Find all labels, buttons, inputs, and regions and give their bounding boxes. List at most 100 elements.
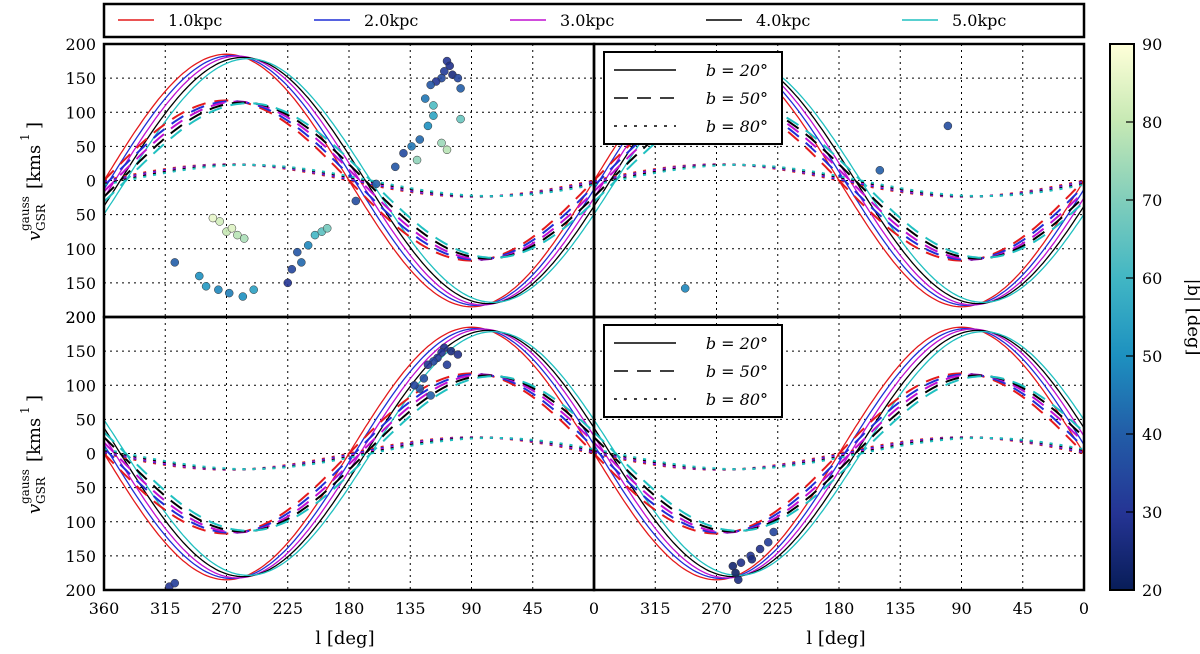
scatter-point [310, 230, 320, 240]
colorbar: 90 80 70 60 50 40 30 20 |b| [deg] [1109, 35, 1200, 600]
scatter-point [423, 360, 433, 370]
scatter-point [442, 145, 452, 155]
model-curve-1.0kpc-b50 [104, 372, 594, 535]
scatter-point [208, 213, 218, 223]
y-tick-label: 100 [65, 240, 96, 259]
panel-frames [102, 42, 1086, 592]
y-label-units-sup: 1 [18, 406, 32, 414]
y-tick-label: 50 [76, 137, 96, 156]
colorbar-gradient [1109, 43, 1135, 591]
y-tick-labels-top: 200 150 100 50 0 50 100 150 200 [65, 35, 96, 327]
colorbar-label: |b| [deg] [1183, 278, 1200, 355]
panel-top-right [594, 44, 1084, 317]
lat-legend-label: b = 50° [706, 362, 768, 381]
model-curve-2.0kpc-b50 [104, 100, 594, 261]
scatter-point [680, 284, 690, 293]
model-curve-1.0kpc-b50 [104, 99, 594, 262]
y-label-units: [kms [24, 418, 45, 462]
x-tick-label: 315 [150, 599, 181, 618]
y-tick-label: 200 [65, 581, 96, 600]
x-tick-label: 180 [824, 599, 855, 618]
y-tick-label: 200 [65, 308, 96, 327]
colorbar-tick-label: 20 [1142, 581, 1162, 600]
model-curve-5.0kpc-b80 [104, 436, 594, 471]
scatter-point [437, 138, 446, 148]
scatter-point [283, 278, 292, 288]
model-curve-2.0kpc-b20 [594, 327, 1084, 580]
model-curve-2.0kpc-b50 [594, 373, 1084, 534]
model-curve-5.0kpc-b80 [594, 436, 1084, 471]
frame-bottom-right [592, 315, 1086, 592]
y-label-main: v [24, 231, 45, 241]
lat-legend-label: b = 20° [706, 61, 768, 80]
scatter-point [407, 142, 416, 151]
y-label-units-sup: 1 [18, 133, 32, 141]
scatter-point [224, 288, 234, 298]
scatter-point [453, 350, 463, 359]
model-curve-3.0kpc-b20 [104, 55, 594, 306]
x-tick-label: 270 [701, 599, 732, 618]
model-curve-5.0kpc-b80 [594, 163, 1084, 198]
model-curve-5.0kpc-b50 [104, 102, 594, 259]
scatter-point [423, 121, 433, 131]
latitude-legend-top: b = 20° b = 50° b = 80° [603, 51, 783, 145]
x-tick-label: 360 [89, 599, 120, 618]
scatter-point [445, 61, 454, 71]
panel-top-left [104, 44, 594, 317]
x-tick-label: 45 [1013, 599, 1033, 618]
lat-legend-label: b = 20° [706, 334, 768, 353]
x-tick-label: 135 [885, 599, 916, 618]
y-tick-label: 50 [76, 410, 96, 429]
legend-label-3.0kpc: 3.0kpc [560, 11, 614, 30]
model-curve-3.0kpc-b50 [594, 373, 1084, 534]
model-curve-2.0kpc-b20 [104, 327, 594, 580]
scatter-point [426, 80, 435, 90]
scatter-point [249, 285, 258, 294]
y-tick-label: 200 [65, 308, 96, 327]
scatter-point [410, 381, 419, 390]
scatter-point [415, 135, 425, 144]
model-curve-5.0kpc-b20 [104, 58, 594, 303]
scatter-point [238, 292, 248, 301]
colorbar-tick-label: 40 [1142, 425, 1162, 444]
y-tick-label: 50 [76, 479, 96, 498]
scatter-point [426, 391, 435, 400]
y-label-main: v [24, 504, 45, 514]
lat-legend-label: b = 80° [706, 117, 768, 136]
model-curve-5.0kpc-b50 [594, 102, 1084, 259]
scatter-point [747, 555, 757, 564]
scatter-point [233, 230, 242, 240]
y-axis-label-bottom: v GSR gauss [kms 1 ] [18, 395, 48, 514]
scatter-point [391, 162, 400, 172]
x-tick-label: 225 [762, 599, 793, 618]
legend-label-2.0kpc: 2.0kpc [364, 11, 418, 30]
scatter-point [170, 578, 180, 588]
y-label-sub: GSR [34, 476, 48, 504]
model-curve-3.0kpc-b20 [104, 328, 594, 579]
legend-label-5.0kpc: 5.0kpc [952, 11, 1006, 30]
y-label-close: ] [24, 395, 45, 402]
model-curve-1.0kpc-b50 [594, 99, 1084, 262]
x-tick-label: 180 [334, 599, 365, 618]
legend-label-1.0kpc: 1.0kpc [168, 11, 222, 30]
x-tick-labels-left: 360 315 270 225 180 135 90 45 0 [89, 599, 599, 618]
scatter-point [195, 271, 204, 281]
y-tick-label: 0 [86, 172, 96, 191]
scatter-point [293, 247, 302, 257]
y-tick-label: 150 [65, 274, 96, 293]
x-tick-label: 135 [395, 599, 426, 618]
panel-bottom-right [594, 317, 1084, 590]
scatter-point [456, 114, 465, 124]
scatter-point [456, 84, 465, 93]
model-curve-5.0kpc-b50 [594, 375, 1084, 532]
scatter-point [214, 285, 223, 294]
model-curve-3.0kpc-b20 [594, 328, 1084, 579]
scatter-point [322, 224, 332, 233]
y-tick-label: 150 [65, 547, 96, 566]
x-axis-label-left: l [deg] [315, 628, 374, 649]
colorbar-tick-label: 70 [1142, 191, 1162, 210]
scatter-point [453, 73, 463, 83]
scatter-point [446, 346, 456, 356]
series-legend: 1.0kpc 2.0kpc 3.0kpc 4.0kpc 5.0kpc [102, 2, 1086, 39]
colorbar-tick-label: 30 [1142, 503, 1162, 522]
